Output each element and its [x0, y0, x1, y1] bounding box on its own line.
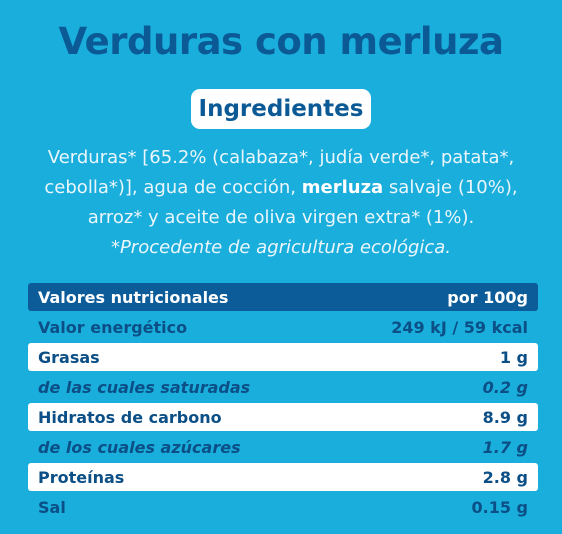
table-row: Grasas 1 g — [28, 343, 538, 371]
cell: 0.15 g — [471, 497, 529, 517]
cell: 1.7 g — [482, 437, 528, 457]
cell: Sal — [38, 497, 66, 517]
cell: Valores nutricionales — [38, 287, 229, 307]
table-row: Valor energético 249 kJ / 59 kcal — [28, 313, 538, 341]
cell: Grasas — [38, 347, 100, 367]
cell: 249 kJ / 59 kcal — [391, 317, 528, 337]
ingredients-heading: Ingredientes — [191, 89, 371, 129]
text: Verduras* [65.2% (calabaza*, judía verde… — [47, 147, 515, 168]
cell: Proteínas — [38, 467, 125, 487]
table-header: Valores nutricionales por 100g — [28, 283, 538, 311]
title: Verduras con merluza — [58, 20, 504, 63]
table-row: Proteínas 2.8 g — [28, 463, 538, 491]
nutrition-table: Valores nutricionales por 100g Valor ener… — [28, 283, 538, 523]
line: arroz* y aceite de oliva virgen extra* (… — [0, 203, 562, 233]
table-row: de los cuales azúcares 1.7 g — [28, 433, 538, 461]
cell: 1 g — [499, 347, 528, 367]
cell: 2.8 g — [482, 467, 528, 487]
cell: 8.9 g — [482, 407, 528, 427]
table-row: de las cuales saturadas 0.2 g — [28, 373, 538, 401]
cell: de los cuales azúcares — [38, 437, 241, 457]
line: Verduras* [65.2% (calabaza*, judía verde… — [0, 143, 562, 173]
cell: 0.2 g — [482, 377, 528, 397]
cell: Valor energético — [38, 317, 188, 337]
line: cebolla*)], agua de cocción, merluza sal… — [0, 173, 562, 203]
table-row: Sal 0.15 g — [28, 493, 538, 521]
text: salvaje (10%), — [383, 177, 518, 198]
text-bold: merluza — [301, 177, 384, 198]
ingredients-text: Verduras* [65.2% (calabaza*, judía verde… — [0, 143, 562, 263]
table-row: Hidratos de carbono 8.9 g — [28, 403, 538, 431]
text: cebolla*)], agua de cocción, — [44, 177, 302, 198]
cell: de las cuales saturadas — [38, 377, 251, 397]
cell: Hidratos de carbono — [38, 407, 222, 427]
cell: por 100g — [447, 287, 528, 307]
note: *Procedente de agricultura ecológica. — [110, 237, 452, 258]
text: arroz* y aceite de oliva virgen extra* (… — [87, 207, 475, 228]
